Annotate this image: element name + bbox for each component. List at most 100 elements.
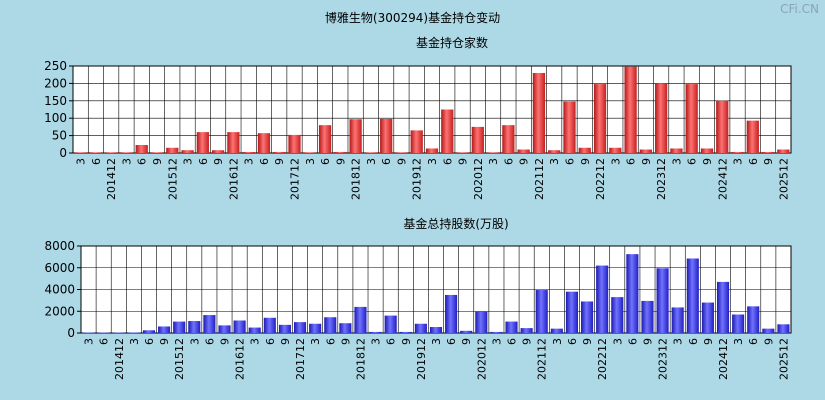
shares-x-tick-label: 202312 xyxy=(657,338,670,380)
shares-y-tick-label: 6000 xyxy=(44,261,75,275)
shares-bar xyxy=(278,324,291,333)
holders-x-tick-label: 6 xyxy=(319,158,332,165)
holders-bar xyxy=(395,152,408,153)
shares-bar xyxy=(248,327,261,333)
shares-bar xyxy=(188,321,201,333)
watermark-logo: CFi.CN xyxy=(780,2,819,16)
shares-bar xyxy=(142,330,156,333)
shares-bar xyxy=(324,317,337,333)
holders-x-tick-label: 3 xyxy=(609,158,622,165)
shares-bar xyxy=(294,322,307,333)
shares-x-tick-label: 6 xyxy=(445,338,458,345)
holders-x-tick-label: 202412 xyxy=(716,158,729,200)
chart-main-title: 博雅生物(300294)基金持仓变动 xyxy=(324,11,501,25)
holders-x-tick-label: 3 xyxy=(426,158,439,165)
holders-x-tick-label: 3 xyxy=(732,158,745,165)
holders-bar xyxy=(380,118,393,153)
holders-bar xyxy=(257,133,271,153)
holders-x-tick-label: 201812 xyxy=(350,158,363,200)
holders-bar xyxy=(135,144,148,153)
holders-x-tick-label: 6 xyxy=(563,158,576,165)
holders-chart-title: 基金持仓家数 xyxy=(416,35,488,50)
shares-x-tick-label: 3 xyxy=(490,338,503,345)
shares-x-tick-label: 202112 xyxy=(536,338,549,380)
holders-x-tick-label: 3 xyxy=(75,158,88,165)
shares-x-tick-label: 202412 xyxy=(717,338,730,380)
holders-x-tick-label: 202012 xyxy=(472,158,485,200)
shares-bar xyxy=(520,328,533,333)
holders-x-tick-label: 6 xyxy=(136,158,149,165)
holders-x-tick-label: 3 xyxy=(548,158,561,165)
shares-x-tick-label: 6 xyxy=(506,338,519,345)
holders-x-tick-label: 201912 xyxy=(411,158,424,200)
holders-bar xyxy=(716,100,729,153)
shares-bar xyxy=(97,332,110,334)
shares-x-tick-label: 9 xyxy=(521,338,534,345)
shares-x-tick-label: 9 xyxy=(702,338,715,345)
shares-bar xyxy=(112,332,125,334)
holders-x-tick-label: 6 xyxy=(258,158,271,165)
shares-bar xyxy=(701,302,714,333)
holders-bar xyxy=(181,150,194,153)
shares-x-tick-label: 9 xyxy=(158,338,171,345)
shares-x-tick-label: 201612 xyxy=(234,338,247,380)
holders-bar xyxy=(731,151,744,153)
shares-x-tick-label: 202212 xyxy=(596,338,609,380)
holders-bar xyxy=(364,152,378,153)
shares-bar xyxy=(475,311,488,333)
shares-x-tick-label: 201912 xyxy=(415,338,428,380)
shares-x-tick-label: 3 xyxy=(309,338,322,345)
holders-bar xyxy=(502,125,515,153)
holders-bar xyxy=(105,152,118,153)
holders-plot-area xyxy=(72,65,792,154)
shares-bar xyxy=(747,306,760,333)
shares-x-tick-label: 201512 xyxy=(173,338,186,380)
holders-x-tick-label: 3 xyxy=(120,158,133,165)
shares-x-tick-label: 3 xyxy=(128,338,141,345)
shares-bar xyxy=(218,325,231,333)
holders-x-tick-label: 9 xyxy=(334,158,347,165)
shares-x-tick-label: 9 xyxy=(460,338,473,345)
shares-bar xyxy=(716,281,730,333)
holders-bar xyxy=(578,147,591,153)
shares-bar xyxy=(626,254,639,333)
shares-x-tick-label: 9 xyxy=(762,338,775,345)
holders-bar xyxy=(593,84,607,153)
shares-bar xyxy=(732,314,745,333)
holders-bar xyxy=(150,152,164,153)
shares-bar xyxy=(173,321,186,333)
holders-x-tick-label: 202112 xyxy=(533,158,546,200)
shares-bar xyxy=(339,323,352,333)
shares-x-tick-label: 3 xyxy=(551,338,564,345)
holders-x-tick-label: 9 xyxy=(273,158,286,165)
holders-bar xyxy=(486,152,500,153)
shares-bar xyxy=(158,326,171,333)
shares-x-tick-label: 202012 xyxy=(475,338,488,380)
holders-x-tick-label: 6 xyxy=(747,158,760,165)
shares-bar xyxy=(369,331,382,333)
holders-bar xyxy=(425,148,439,153)
shares-bar xyxy=(445,294,458,333)
holders-x-tick-label: 3 xyxy=(487,158,500,165)
holders-y-tick-label: 50 xyxy=(52,129,67,143)
shares-bar xyxy=(399,331,412,333)
shares-x-tick-label: 9 xyxy=(400,338,413,345)
holders-x-tick-label: 9 xyxy=(457,158,470,165)
shares-bar xyxy=(535,290,548,333)
holders-bar xyxy=(655,83,668,153)
holders-bar xyxy=(746,120,759,153)
holders-x-tick-label: 3 xyxy=(670,158,683,165)
shares-x-tick-label: 3 xyxy=(672,338,685,345)
shares-bar xyxy=(596,265,609,333)
shares-bar xyxy=(671,307,684,333)
holders-x-tick-label: 6 xyxy=(625,158,638,165)
shares-bar xyxy=(777,324,790,333)
holders-x-tick-label: 202512 xyxy=(777,158,790,200)
holders-x-tick-label: 201512 xyxy=(166,158,179,200)
holders-x-tick-label: 201612 xyxy=(227,158,240,200)
holders-bar xyxy=(685,84,698,153)
holders-bar xyxy=(242,151,255,153)
shares-x-tick-label: 201812 xyxy=(354,338,367,380)
shares-chart-title: 基金总持股数(万股) xyxy=(403,216,508,231)
holders-x-tick-label: 9 xyxy=(579,158,592,165)
